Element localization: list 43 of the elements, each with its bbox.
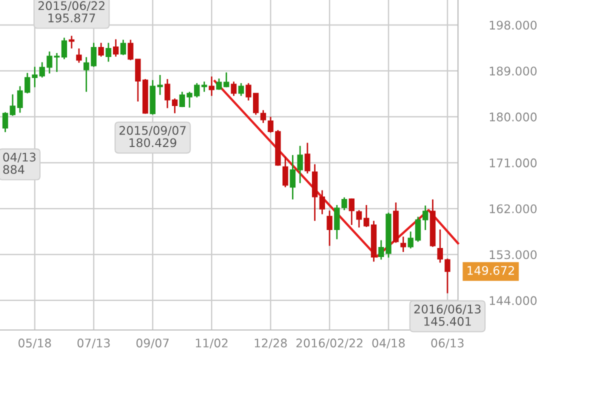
y-tick-label: 189.000 [490, 66, 537, 76]
candlestick [172, 98, 178, 114]
candlestick [106, 42, 112, 62]
candlestick [90, 42, 97, 68]
candlestick [164, 78, 170, 109]
annotation: 2016/06/13 145.401 [414, 304, 481, 326]
candlestick [2, 112, 8, 133]
candlestick [208, 76, 214, 97]
annotation: 2015/09/07 180.429 [120, 126, 186, 148]
annotation: 04/13 884 [3, 152, 36, 174]
y-tick-label: 171.000 [490, 158, 537, 168]
x-tick-label: 05/18 [18, 338, 51, 348]
candlestick [112, 38, 119, 58]
y-tick-label: 162.000 [490, 204, 537, 214]
x-tick-label: 2016/02/22 [296, 338, 362, 348]
x-tick-label: 04/18 [372, 338, 405, 348]
line-series [214, 80, 460, 258]
candlestick [61, 37, 68, 60]
x-tick-label: 12/28 [254, 338, 287, 348]
candlestick [282, 156, 288, 188]
y-tick-label: 198.000 [490, 20, 537, 30]
x-tick-label: 07/13 [77, 338, 110, 348]
annotation: 2015/06/22 195.877 [38, 1, 104, 22]
candlestick [98, 42, 104, 58]
candlestick [400, 236, 406, 253]
candlestick [326, 210, 332, 247]
y-tick-label: 180.000 [490, 112, 537, 122]
candlestick [260, 109, 266, 124]
candlestick [83, 56, 90, 93]
text: 149.672 [468, 266, 514, 275]
candlestick [32, 66, 38, 88]
x-tick-label: 09/07 [136, 338, 169, 348]
y-tick-label: 144.000 [490, 296, 537, 306]
y-tick-label: 153.000 [490, 250, 537, 260]
candlestick [304, 142, 310, 174]
candlestick [319, 190, 326, 215]
x-tick-label: 06/13 [431, 338, 464, 348]
candlestick [120, 39, 126, 56]
candlestick [230, 80, 237, 97]
candlestick [76, 48, 82, 64]
candlestick [238, 82, 244, 97]
candlestick [348, 198, 354, 226]
x-tick-label: 11/02 [196, 338, 228, 348]
